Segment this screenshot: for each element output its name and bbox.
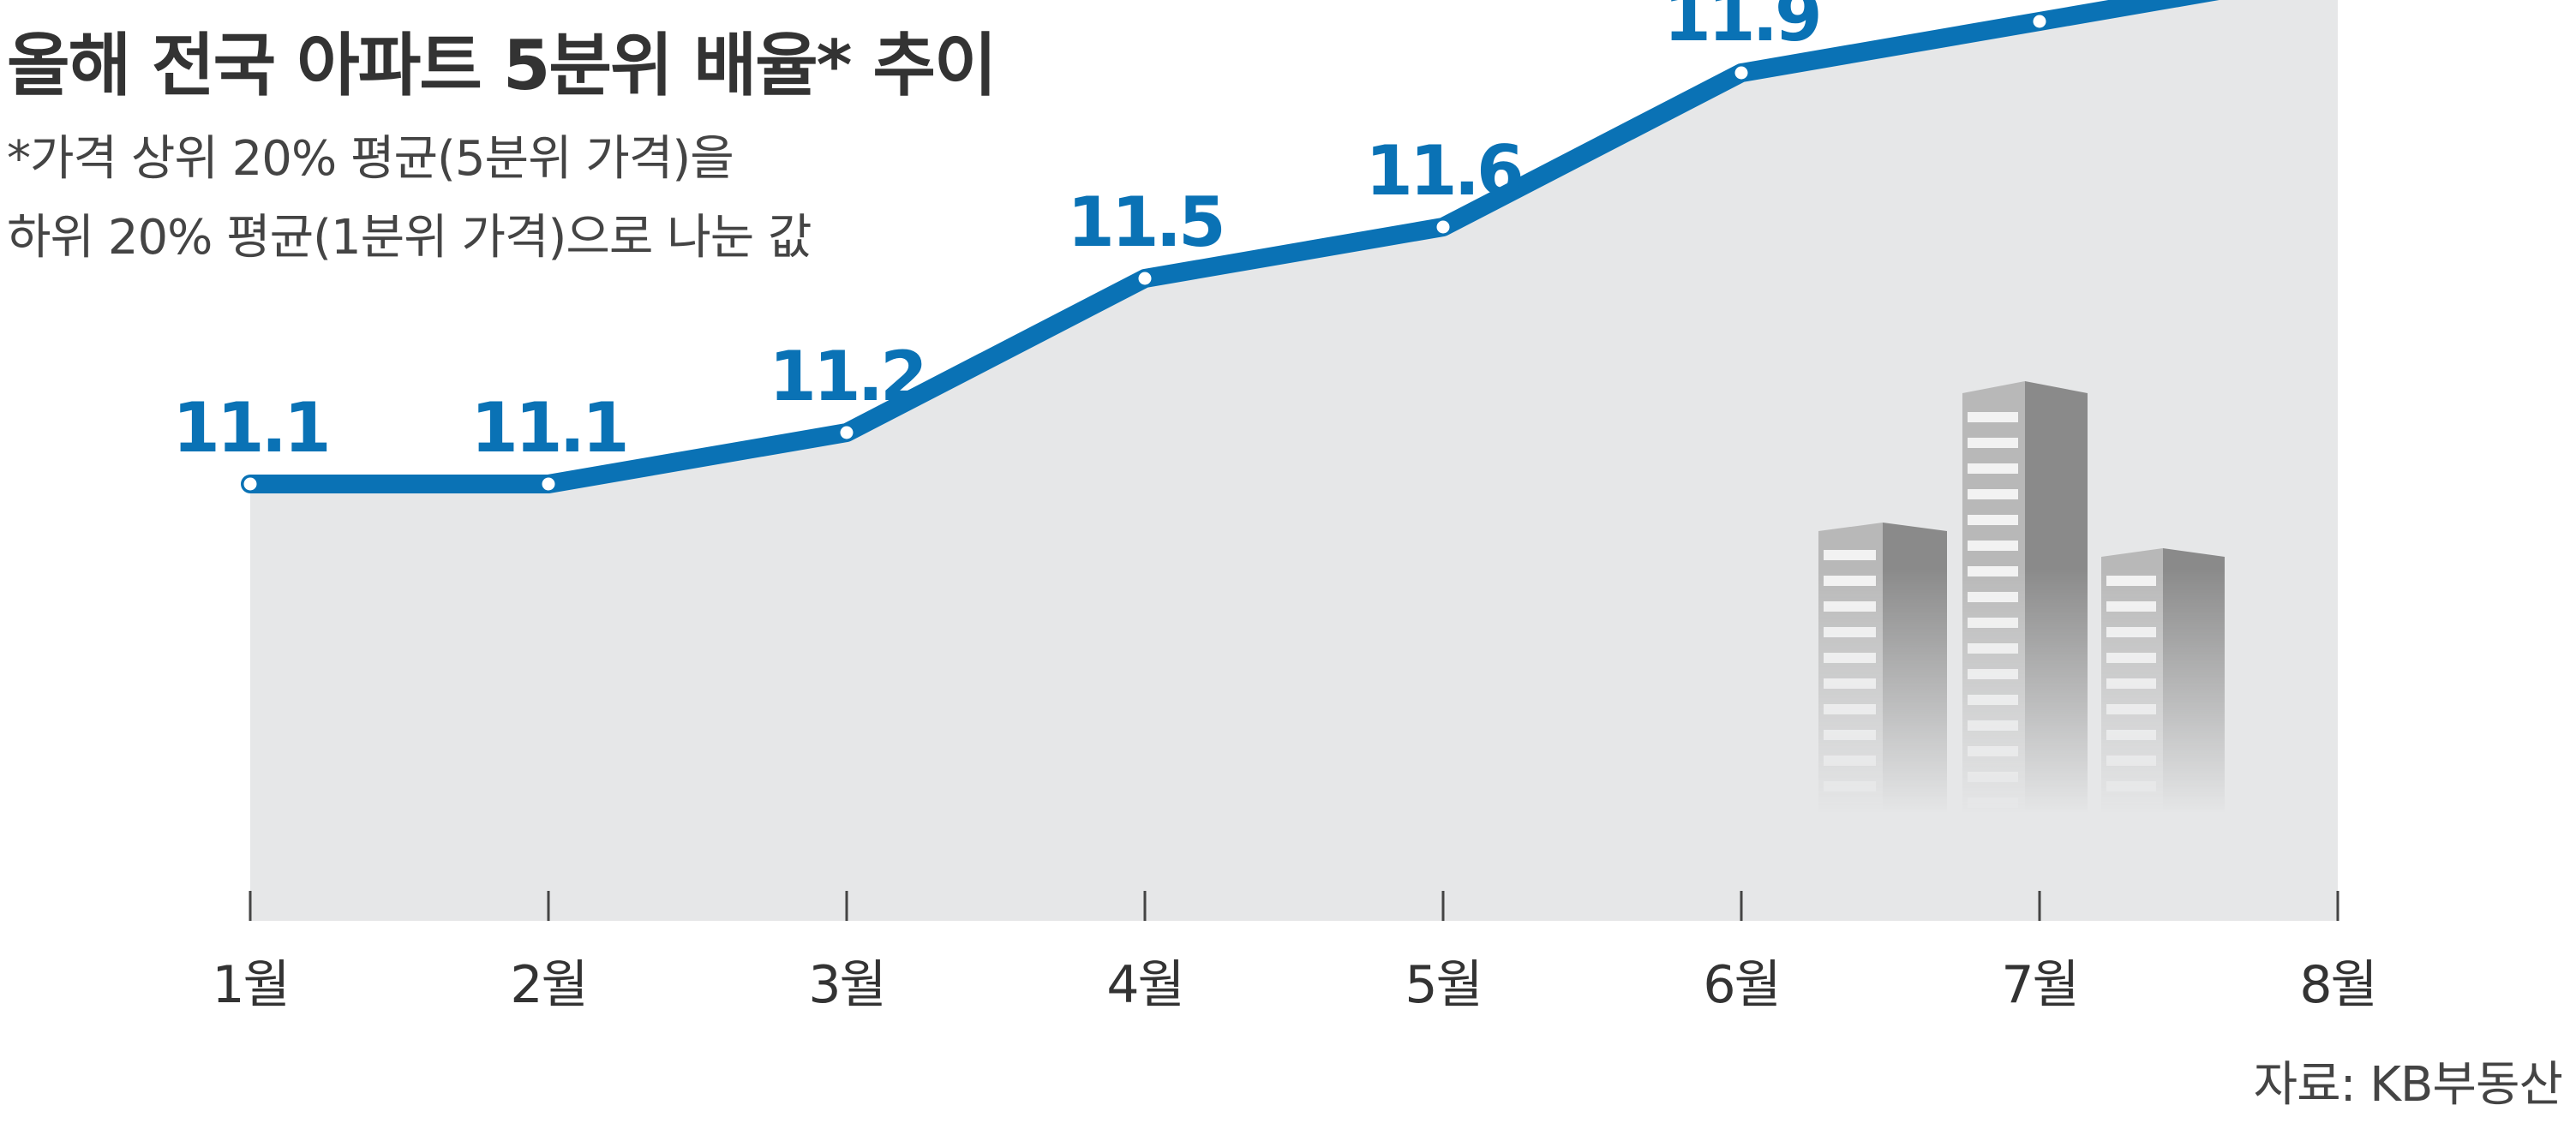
series-line [241,0,2220,493]
data-point [241,475,260,493]
chart-note-line-1: *가격 상위 20% 평균(5분위 가격)을 [7,131,734,187]
x-axis-label: 2월 [510,955,586,1015]
chart-title: 올해 전국 아파트 5분위 배율* 추이 [7,26,997,105]
data-label: 11.2 [769,337,924,416]
x-axis-label: 8월 [2299,955,2375,1015]
building-2 [1962,381,2088,814]
data-point [539,475,558,493]
source-credit: 자료: KB부동산 [2253,1057,2563,1113]
data-label: 11.1 [172,388,327,468]
x-axis-labels: 1월 2월 3월 4월 5월 6월 7월 8월 [212,955,2377,1015]
data-labels: 11.111.111.211.511.611.912.012.1 [172,0,2121,468]
data-label: 12.0 [1962,0,2118,5]
building-illustration [1818,381,2225,814]
x-axis-label: 1월 [212,955,288,1015]
area-fill [250,0,2338,921]
x-axis-label: 4월 [1106,955,1183,1015]
building-3 [2101,548,2225,814]
data-label: 11.5 [1067,182,1222,262]
data-label: 11.9 [1663,0,1818,57]
building-1 [1818,523,1947,814]
data-point [1732,63,1751,82]
chart-note-line-2: 하위 20% 평균(1분위 가격)으로 나눈 값 [7,210,812,266]
x-axis-ticks [249,891,2339,921]
data-point [2030,12,2049,31]
x-axis-label: 6월 [1703,955,1779,1015]
data-point [1135,269,1154,288]
x-axis-label: 7월 [2001,955,2077,1015]
data-point [1434,218,1453,236]
x-axis-label: 3월 [808,955,884,1015]
x-axis-label: 5월 [1405,955,1481,1015]
data-label: 11.6 [1365,131,1521,211]
data-label: 11.1 [470,388,626,468]
data-points [241,12,2049,493]
data-point [837,423,856,442]
